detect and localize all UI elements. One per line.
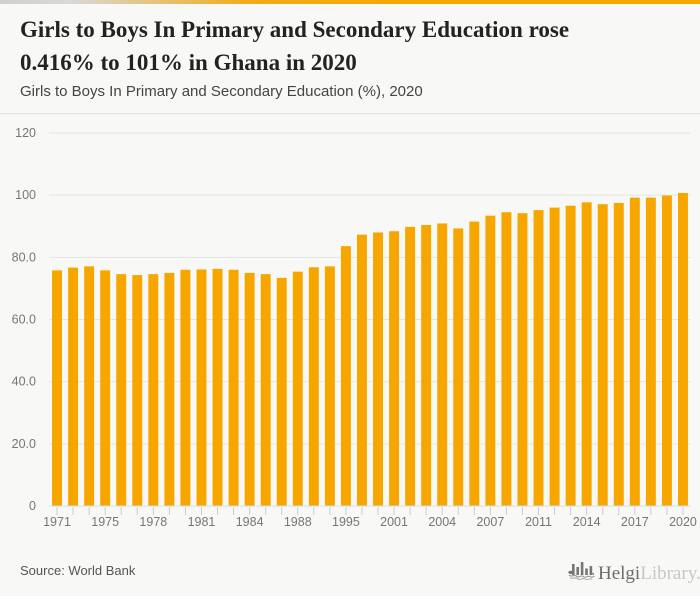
- svg-text:20.0: 20.0: [12, 437, 36, 451]
- svg-text:0: 0: [29, 499, 36, 513]
- svg-text:120: 120: [15, 126, 36, 140]
- svg-text:60.0: 60.0: [12, 313, 36, 327]
- svg-text:2007: 2007: [476, 515, 504, 529]
- svg-text:2001: 2001: [380, 515, 408, 529]
- svg-text:2014: 2014: [573, 515, 601, 529]
- svg-text:1975: 1975: [91, 515, 119, 529]
- svg-text:1984: 1984: [236, 515, 264, 529]
- svg-text:2004: 2004: [428, 515, 456, 529]
- svg-text:1981: 1981: [188, 515, 216, 529]
- svg-text:1988: 1988: [284, 515, 312, 529]
- svg-text:HelgiLibrary.: HelgiLibrary.: [598, 563, 700, 584]
- svg-text:2017: 2017: [621, 515, 649, 529]
- svg-text:40.0: 40.0: [12, 375, 36, 389]
- svg-text:100: 100: [15, 188, 36, 202]
- svg-text:2011: 2011: [525, 515, 552, 529]
- svg-text:1971: 1971: [43, 515, 71, 529]
- svg-text:1995: 1995: [332, 515, 360, 529]
- svg-text:80.0: 80.0: [12, 250, 36, 264]
- svg-text:1978: 1978: [139, 515, 167, 529]
- svg-text:2020: 2020: [669, 515, 697, 529]
